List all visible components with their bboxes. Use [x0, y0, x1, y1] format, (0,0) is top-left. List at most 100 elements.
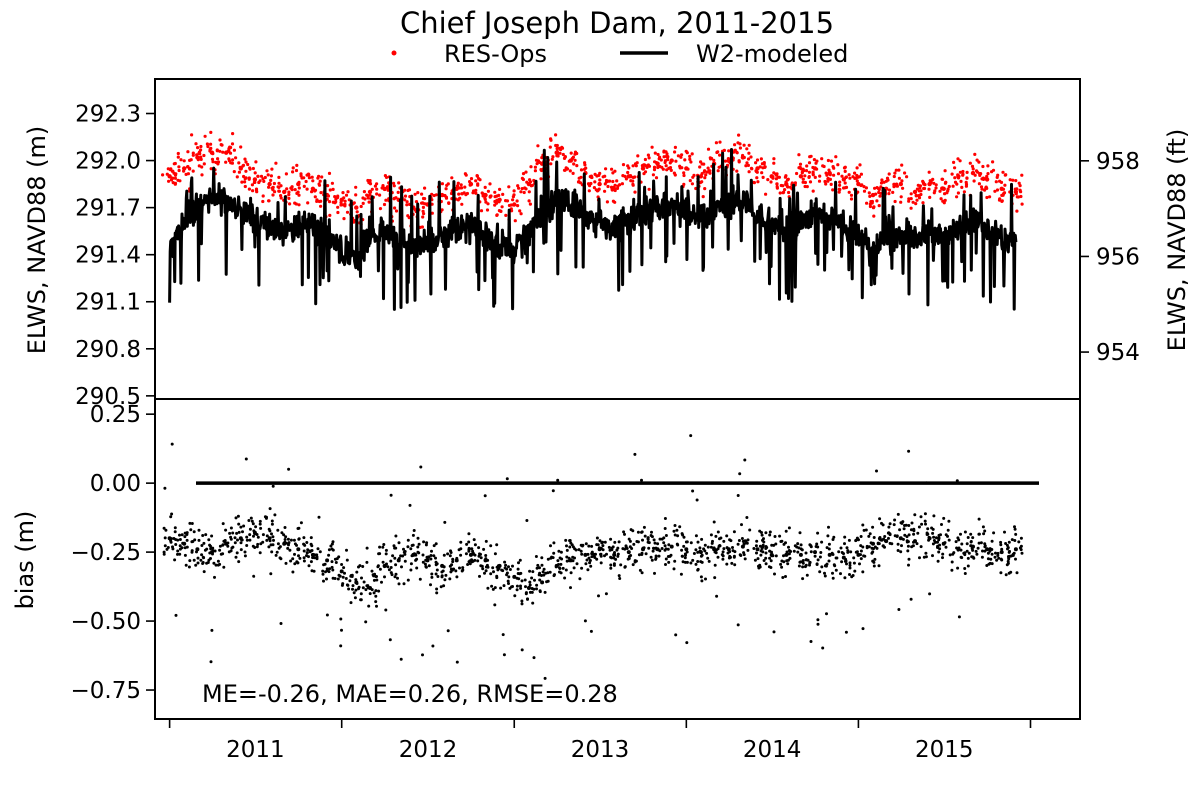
bias-point: [569, 571, 573, 575]
bias-point: [573, 556, 576, 560]
bias-point: [703, 543, 707, 547]
resops-point: [700, 162, 704, 166]
bias-point: [999, 540, 1003, 544]
bias-point: [694, 562, 698, 566]
bias-point: [479, 556, 483, 560]
resops-point: [828, 177, 833, 181]
resops-point: [735, 169, 739, 173]
resops-point: [182, 159, 186, 163]
bias-point: [705, 551, 709, 555]
bias-point: [913, 513, 917, 517]
bias-point: [872, 547, 875, 551]
resops-point: [836, 163, 840, 167]
resops-point: [420, 225, 424, 229]
bias-point: [274, 553, 278, 557]
bias-point: [1005, 563, 1009, 567]
bias-point: [490, 584, 494, 588]
bias-point: [253, 546, 257, 549]
bias-point: [309, 542, 313, 546]
resops-point: [997, 198, 1002, 202]
bias-point: [613, 551, 616, 554]
bias-point: [349, 601, 353, 605]
resops-point: [327, 200, 332, 204]
bias-point: [681, 554, 684, 558]
bias-point: [239, 548, 243, 552]
bias-point: [354, 588, 358, 592]
resops-point: [865, 201, 869, 205]
bias-point: [184, 563, 188, 567]
bias-point: [1008, 554, 1012, 558]
xtick-label: 2014: [743, 737, 802, 763]
resops-point: [775, 182, 779, 186]
bias-point: [780, 559, 784, 563]
resops-point: [458, 186, 462, 190]
bias-point: [698, 549, 702, 553]
resops-point: [611, 171, 615, 175]
resops-point: [556, 151, 560, 155]
resops-point: [872, 214, 876, 218]
bias-point: [887, 536, 890, 540]
bias-point: [330, 542, 334, 546]
bias-point: [646, 536, 650, 540]
bias-point: [675, 528, 679, 532]
resops-point: [783, 188, 787, 192]
resops-point: [165, 172, 169, 176]
bias-point: [870, 551, 874, 555]
bias-point: [367, 604, 371, 608]
xtick-label: 2015: [915, 737, 974, 763]
resops-point: [897, 176, 902, 180]
bias-point: [317, 515, 321, 519]
resops-point: [609, 185, 614, 189]
resops-point: [171, 169, 175, 173]
bias-point: [770, 543, 774, 547]
resops-point: [855, 179, 859, 183]
resops-point: [253, 180, 257, 184]
resops-point: [354, 193, 358, 197]
bias-point: [644, 552, 648, 556]
bias-point: [758, 565, 762, 569]
resops-point: [173, 176, 177, 180]
bottom-axis-label: bias (m): [11, 511, 39, 610]
bias-point: [601, 544, 605, 548]
bias-point: [844, 630, 848, 634]
bias-point: [425, 555, 429, 559]
bias-point: [454, 569, 458, 573]
bias-point: [163, 486, 167, 490]
bias-point: [666, 547, 670, 551]
resops-point: [199, 144, 203, 149]
bias-point: [384, 608, 388, 612]
bias-point: [448, 554, 452, 558]
bias-point: [355, 570, 359, 574]
resops-point: [176, 178, 180, 182]
bias-point: [875, 546, 879, 550]
bias-point: [270, 519, 274, 523]
resops-point: [820, 157, 824, 161]
bias-point: [818, 555, 822, 559]
bias-point: [974, 549, 978, 553]
resops-point: [244, 169, 248, 173]
bias-point: [565, 548, 569, 552]
bias-point: [484, 557, 488, 561]
resops-point: [458, 196, 462, 200]
bias-point: [867, 545, 871, 549]
bias-point: [797, 564, 801, 568]
bias-point: [607, 545, 611, 549]
bias-point: [718, 544, 722, 548]
resops-point: [246, 162, 250, 167]
bias-point: [483, 494, 487, 498]
bias-point: [923, 519, 927, 523]
resops-point: [795, 171, 799, 176]
bias-point: [689, 541, 693, 545]
bias-point: [515, 584, 519, 588]
resops-point: [676, 154, 681, 158]
resops-point: [328, 213, 332, 217]
bias-point: [330, 560, 334, 564]
bias-point: [827, 547, 831, 551]
bias-point: [956, 566, 960, 570]
bias-point: [374, 600, 378, 604]
bias-point: [556, 559, 560, 563]
resops-point: [626, 164, 630, 168]
bias-point: [887, 525, 891, 529]
bias-point: [864, 528, 868, 532]
bias-point: [400, 565, 403, 569]
